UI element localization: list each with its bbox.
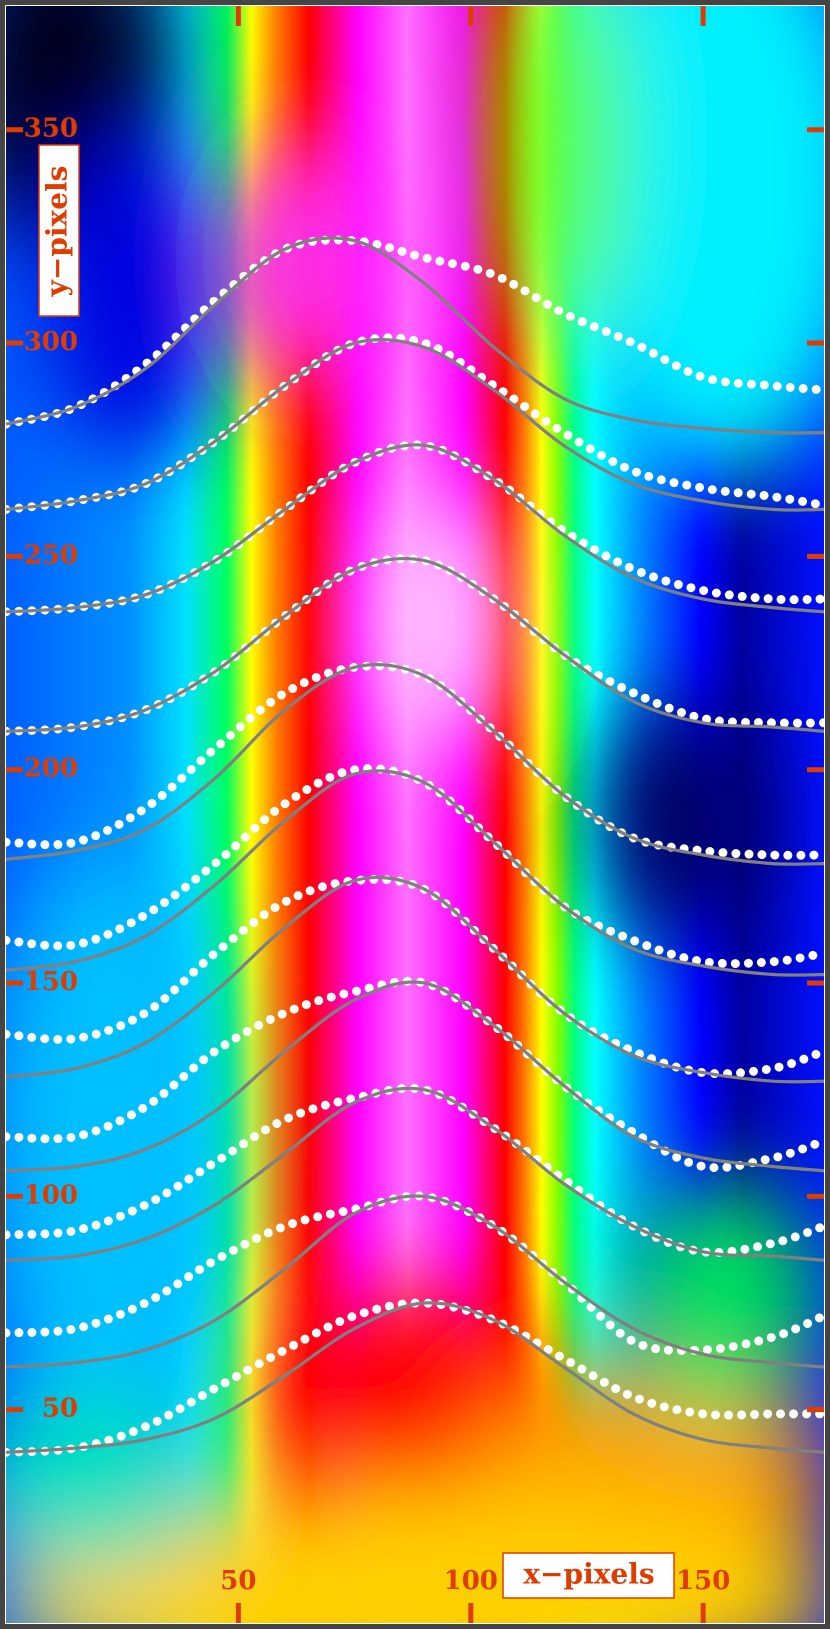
fit-line <box>5 663 825 866</box>
fit-line <box>5 556 825 733</box>
dotted-profile <box>1 1191 829 1356</box>
y-tick-label: 150 <box>24 967 78 997</box>
y-tick-label: 300 <box>24 327 78 357</box>
y-tick-label: 100 <box>24 1180 78 1210</box>
axes: 50 100 150 50 100 150 200 250 300 350 <box>6 6 824 1623</box>
fit-line <box>5 875 825 1084</box>
fit-line <box>5 1301 825 1454</box>
x-label-box <box>502 1552 675 1599</box>
fit-line <box>5 1086 825 1262</box>
curves <box>1 235 829 1457</box>
fit-line <box>5 769 825 977</box>
x-tick-label: 50 <box>220 1566 256 1596</box>
fit-line <box>5 338 825 512</box>
fit-line <box>5 980 825 1173</box>
y-axis-label: y−pixels <box>41 166 74 298</box>
x-tick-label: 150 <box>676 1566 730 1596</box>
y-label-box <box>38 144 80 317</box>
x-axis-label: x−pixels <box>523 1558 654 1591</box>
y-tick-label: 350 <box>24 114 78 144</box>
y-tick-label: 50 <box>42 1394 78 1424</box>
dotted-profile <box>1 661 829 860</box>
y-tick-label: 200 <box>24 754 78 784</box>
fit-line <box>5 1194 825 1369</box>
fit-line <box>5 236 825 435</box>
fit-line <box>5 443 825 614</box>
x-tick-label: 100 <box>444 1566 498 1596</box>
dotted-profile <box>1 235 829 429</box>
y-tick-label: 250 <box>24 540 78 570</box>
dotted-profile <box>1 763 829 969</box>
